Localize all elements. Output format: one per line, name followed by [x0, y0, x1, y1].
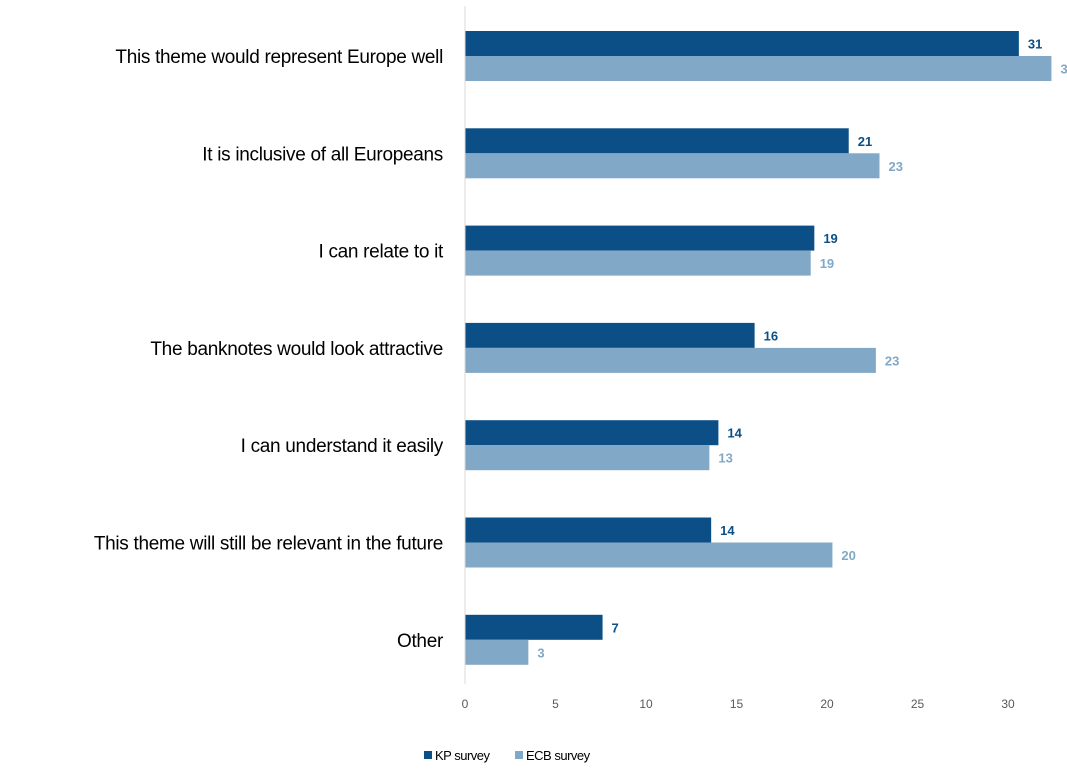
bar-ecb-6: [465, 639, 529, 665]
x-tick-label-4: 20: [820, 697, 834, 711]
x-tick-label-5: 25: [911, 697, 925, 711]
bar-kp-0: [465, 31, 1019, 56]
data-label-ecb-5: 20: [841, 548, 855, 563]
legend-swatch-kp: [424, 751, 432, 759]
data-label-ecb-3: 23: [885, 353, 899, 368]
bar-ecb-0: [465, 56, 1052, 81]
bar-ecb-3: [465, 347, 876, 373]
data-label-kp-0: 31: [1028, 37, 1042, 52]
data-label-ecb-6: 3: [537, 645, 544, 660]
x-tick-label-1: 5: [552, 697, 559, 711]
x-tick-label-0: 0: [462, 697, 469, 711]
data-label-kp-1: 21: [858, 134, 872, 149]
category-labels: This theme would represent Europe well It…: [94, 47, 444, 652]
bar-kp-5: [465, 517, 712, 543]
legend-label-ecb: ECB survey: [526, 748, 591, 763]
x-tick-label-3: 15: [730, 697, 744, 711]
category-label-2: I can relate to it: [318, 242, 444, 263]
category-label-5: This theme will still be relevant in the…: [94, 534, 443, 555]
data-label-kp-2: 19: [823, 231, 837, 246]
data-label-kp-3: 16: [764, 328, 778, 343]
bar-kp-2: [465, 225, 815, 251]
data-label-ecb-0: 32: [1060, 62, 1067, 77]
bars-layer: [465, 31, 1052, 665]
x-axis-tick-labels: 05101520253035: [462, 697, 1015, 711]
bar-ecb-5: [465, 542, 833, 568]
data-label-kp-5: 14: [720, 523, 735, 538]
bar-kp-3: [465, 322, 755, 348]
category-label-3: The banknotes would look attractive: [150, 339, 443, 360]
data-label-ecb-1: 23: [888, 159, 902, 174]
bar-ecb-1: [465, 153, 880, 179]
data-label-kp-6: 7: [612, 620, 619, 635]
category-label-1: It is inclusive of all Europeans: [202, 144, 443, 165]
data-label-ecb-2: 19: [820, 256, 834, 271]
data-label-kp-4: 14: [727, 426, 742, 441]
bar-kp-6: [465, 614, 603, 640]
x-tick-label-2: 10: [639, 697, 653, 711]
category-label-0: This theme would represent Europe well: [115, 47, 443, 68]
data-label-ecb-4: 13: [718, 451, 732, 466]
legend: KP survey ECB survey: [424, 748, 591, 763]
category-label-6: Other: [397, 631, 444, 652]
bar-ecb-2: [465, 250, 811, 276]
legend-swatch-ecb: [515, 751, 523, 759]
bar-kp-4: [465, 420, 719, 446]
category-label-4: I can understand it easily: [241, 436, 444, 457]
bar-kp-1: [465, 128, 849, 154]
bar-ecb-4: [465, 445, 710, 471]
data-labels: 31 32 21 23 19 19 16 23 14 13 14 20 7 3: [537, 37, 1067, 661]
x-tick-label-6: 30: [1001, 697, 1015, 711]
legend-label-kp: KP survey: [435, 748, 491, 763]
